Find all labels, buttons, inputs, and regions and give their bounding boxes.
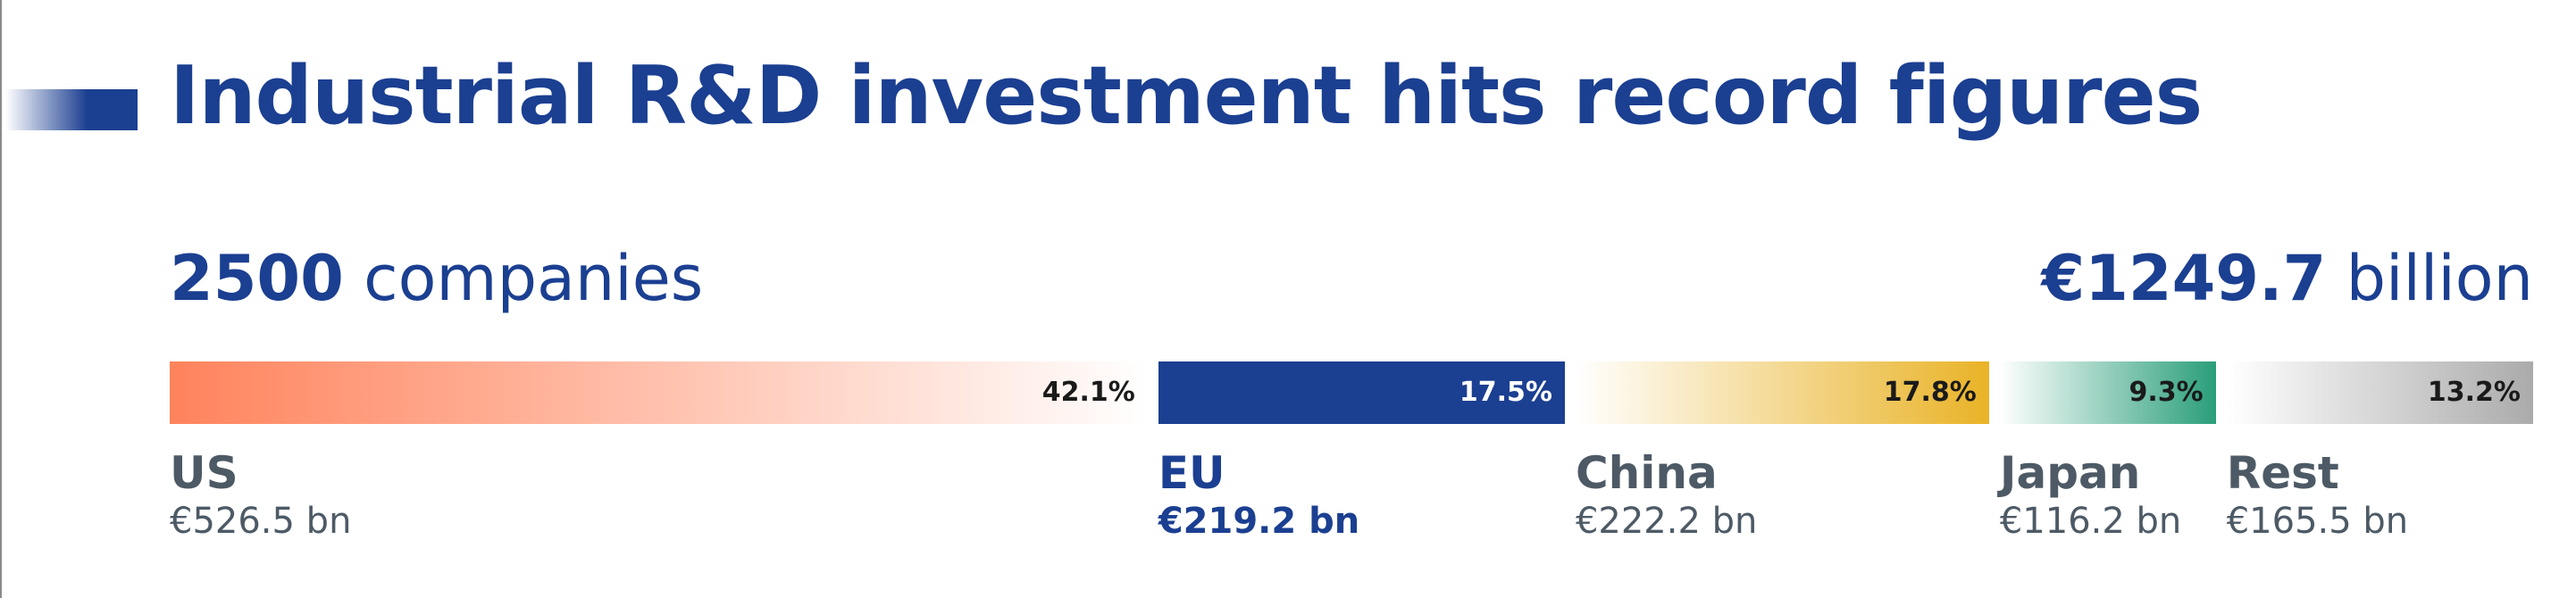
page-title: Industrial R&D investment hits record fi… xyxy=(170,49,2203,143)
bar-value-label-eu: 17.5% xyxy=(1459,377,1552,408)
region-label-eu: EU €219.2 bn xyxy=(1158,446,1359,543)
total-amount: €1249.7 xyxy=(2041,242,2327,315)
bar-value-label-japan: 9.3% xyxy=(2129,377,2204,408)
region-label-china: China €222.2 bn xyxy=(1576,446,1757,543)
region-name-china: China xyxy=(1575,447,1718,499)
companies-count: 2500 xyxy=(170,242,344,315)
bar-value-label-china: 17.8% xyxy=(1883,377,1977,408)
bar-segment-japan: 9.3% xyxy=(1999,361,2216,424)
bar-segment-china: 17.8% xyxy=(1575,361,1989,424)
region-amount-rest: €165.5 bn xyxy=(2226,501,2409,542)
region-amount-china: €222.2 bn xyxy=(1575,501,1758,542)
region-label-japan: Japan €116.2 bn xyxy=(2000,446,2181,543)
companies-label: companies xyxy=(364,242,704,315)
bar-value-label-rest: 13.2% xyxy=(2427,377,2521,408)
stacked-share-bar: 42.1% 17.5% 17.8% 9.3% 13.2% xyxy=(170,361,2533,424)
bar-segment-eu: 17.5% xyxy=(1158,361,1565,424)
title-accent-bar xyxy=(5,89,138,130)
region-name-eu: EU xyxy=(1158,447,1225,499)
bar-value-label-us: 42.1% xyxy=(1041,377,1135,408)
bar-segment-us: 42.1% xyxy=(170,361,1148,424)
total-investment-summary: €1249.7 billion xyxy=(2041,241,2533,316)
region-name-rest: Rest xyxy=(2226,447,2339,499)
region-amount-us: €526.5 bn xyxy=(170,501,352,542)
region-label-us: US €526.5 bn xyxy=(170,446,351,543)
region-amount-eu: €219.2 bn xyxy=(1158,501,1360,542)
companies-summary: 2500 companies xyxy=(170,241,703,316)
region-name-japan: Japan xyxy=(1999,447,2141,499)
region-label-rest: Rest €165.5 bn xyxy=(2227,446,2408,543)
total-unit: billion xyxy=(2346,242,2533,315)
region-name-us: US xyxy=(170,447,238,499)
left-border-line xyxy=(0,0,2,598)
bar-segment-rest: 13.2% xyxy=(2226,361,2533,424)
region-amount-japan: €116.2 bn xyxy=(1999,501,2182,542)
